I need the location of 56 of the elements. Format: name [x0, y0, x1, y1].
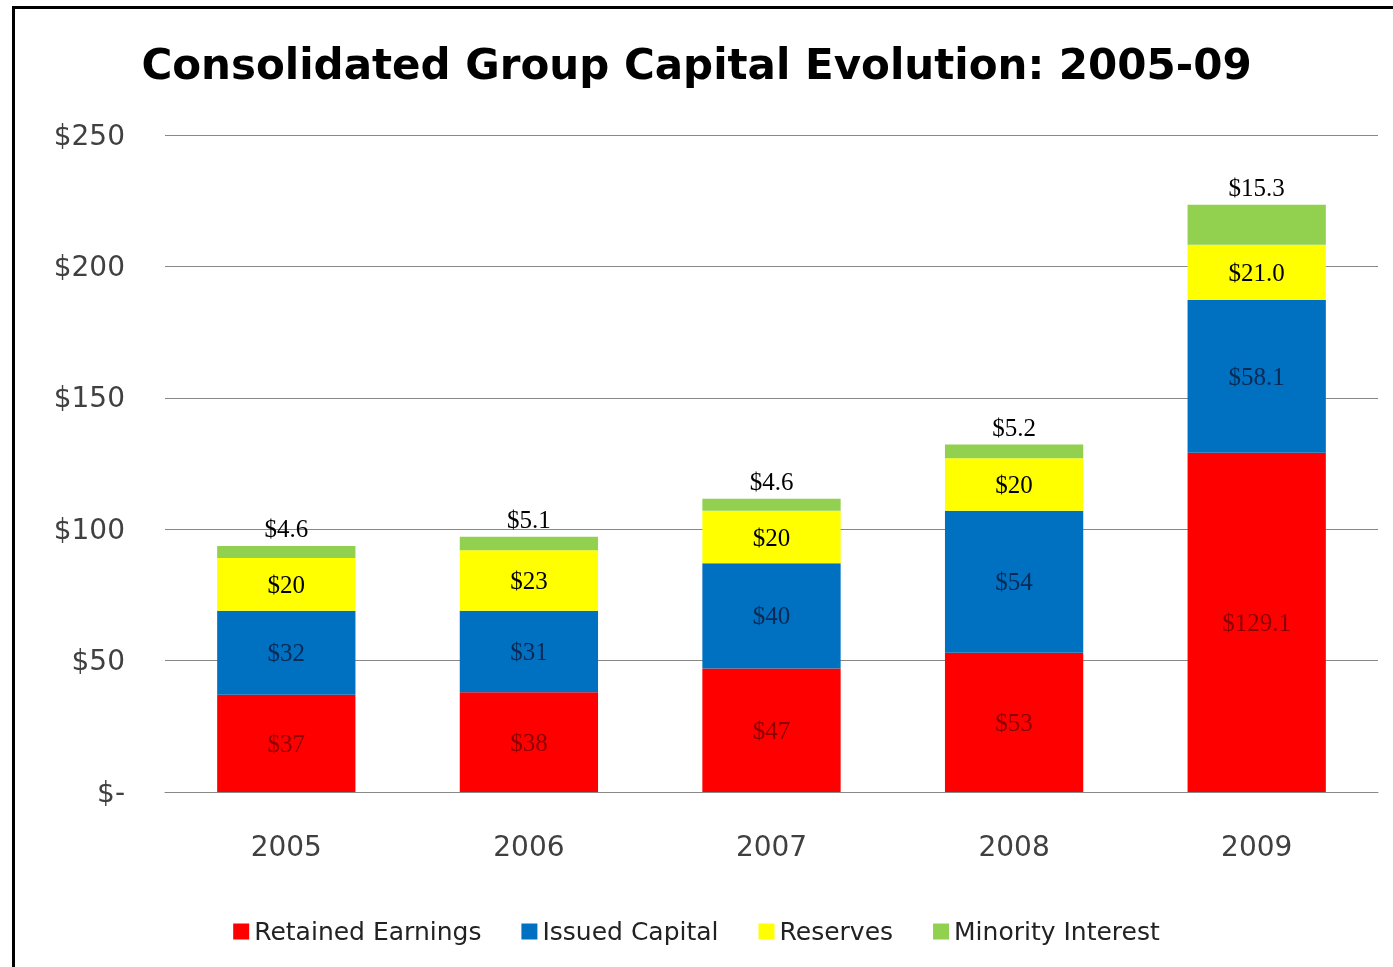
legend-label: Issued Capital [542, 917, 719, 946]
data-label: $40 [752, 602, 791, 630]
data-label: $4.6 [264, 515, 309, 543]
data-label: $47 [752, 716, 791, 744]
x-tick-label: 2007 [735, 829, 808, 863]
data-label: $53 [995, 708, 1033, 736]
bar [1187, 452, 1326, 792]
y-tick-label: $150 [53, 381, 125, 415]
bar [1187, 244, 1326, 301]
data-label: $20 [752, 523, 791, 551]
data-label: $37 [267, 729, 306, 757]
bar [459, 692, 599, 792]
bar [459, 536, 599, 551]
bar [944, 652, 1084, 792]
legend-label: Reserves [779, 917, 894, 946]
bar [702, 668, 841, 792]
bar [944, 458, 1084, 511]
bar [944, 510, 1084, 653]
data-label: $20 [267, 570, 306, 598]
data-label: $58.1 [1228, 362, 1285, 390]
bar [217, 558, 356, 611]
data-label: $15.3 [1228, 173, 1285, 201]
legend-label: Minority Interest [954, 917, 1161, 946]
data-label: $54 [995, 568, 1034, 596]
y-tick-label: $250 [53, 118, 125, 152]
bar [459, 610, 599, 693]
data-label: $20 [995, 471, 1033, 499]
y-tick-label: $- [97, 775, 125, 809]
data-label: $5.1 [507, 505, 551, 533]
x-tick-label: 2009 [1221, 829, 1293, 863]
y-tick-label: $100 [53, 512, 125, 546]
legend-label: Retained Earnings [254, 917, 482, 946]
y-tick-label: $200 [53, 249, 125, 283]
y-tick-label: $50 [71, 644, 125, 678]
x-tick-label: 2008 [978, 829, 1050, 863]
data-label: $31 [510, 637, 548, 665]
x-tick-label: 2005 [250, 829, 322, 863]
bar [702, 510, 841, 564]
bar [217, 694, 356, 792]
x-tick-label: 2006 [493, 829, 565, 863]
chart-title: Consolidated Group Capital Evolution: 2005-09 [141, 39, 1252, 89]
data-label: $32 [267, 639, 306, 667]
bar [1187, 300, 1326, 453]
bar [702, 563, 841, 669]
data-label: $4.6 [749, 467, 794, 495]
bar [1187, 204, 1326, 245]
data-label: $21.0 [1228, 258, 1285, 286]
bar [217, 610, 356, 695]
bar [217, 546, 356, 559]
bar [944, 444, 1084, 459]
data-label: $38 [510, 728, 548, 756]
data-label: $5.2 [992, 413, 1036, 441]
data-label: $23 [510, 566, 548, 594]
data-label: $129.1 [1222, 608, 1292, 636]
bar [702, 498, 841, 511]
bar [459, 550, 599, 611]
